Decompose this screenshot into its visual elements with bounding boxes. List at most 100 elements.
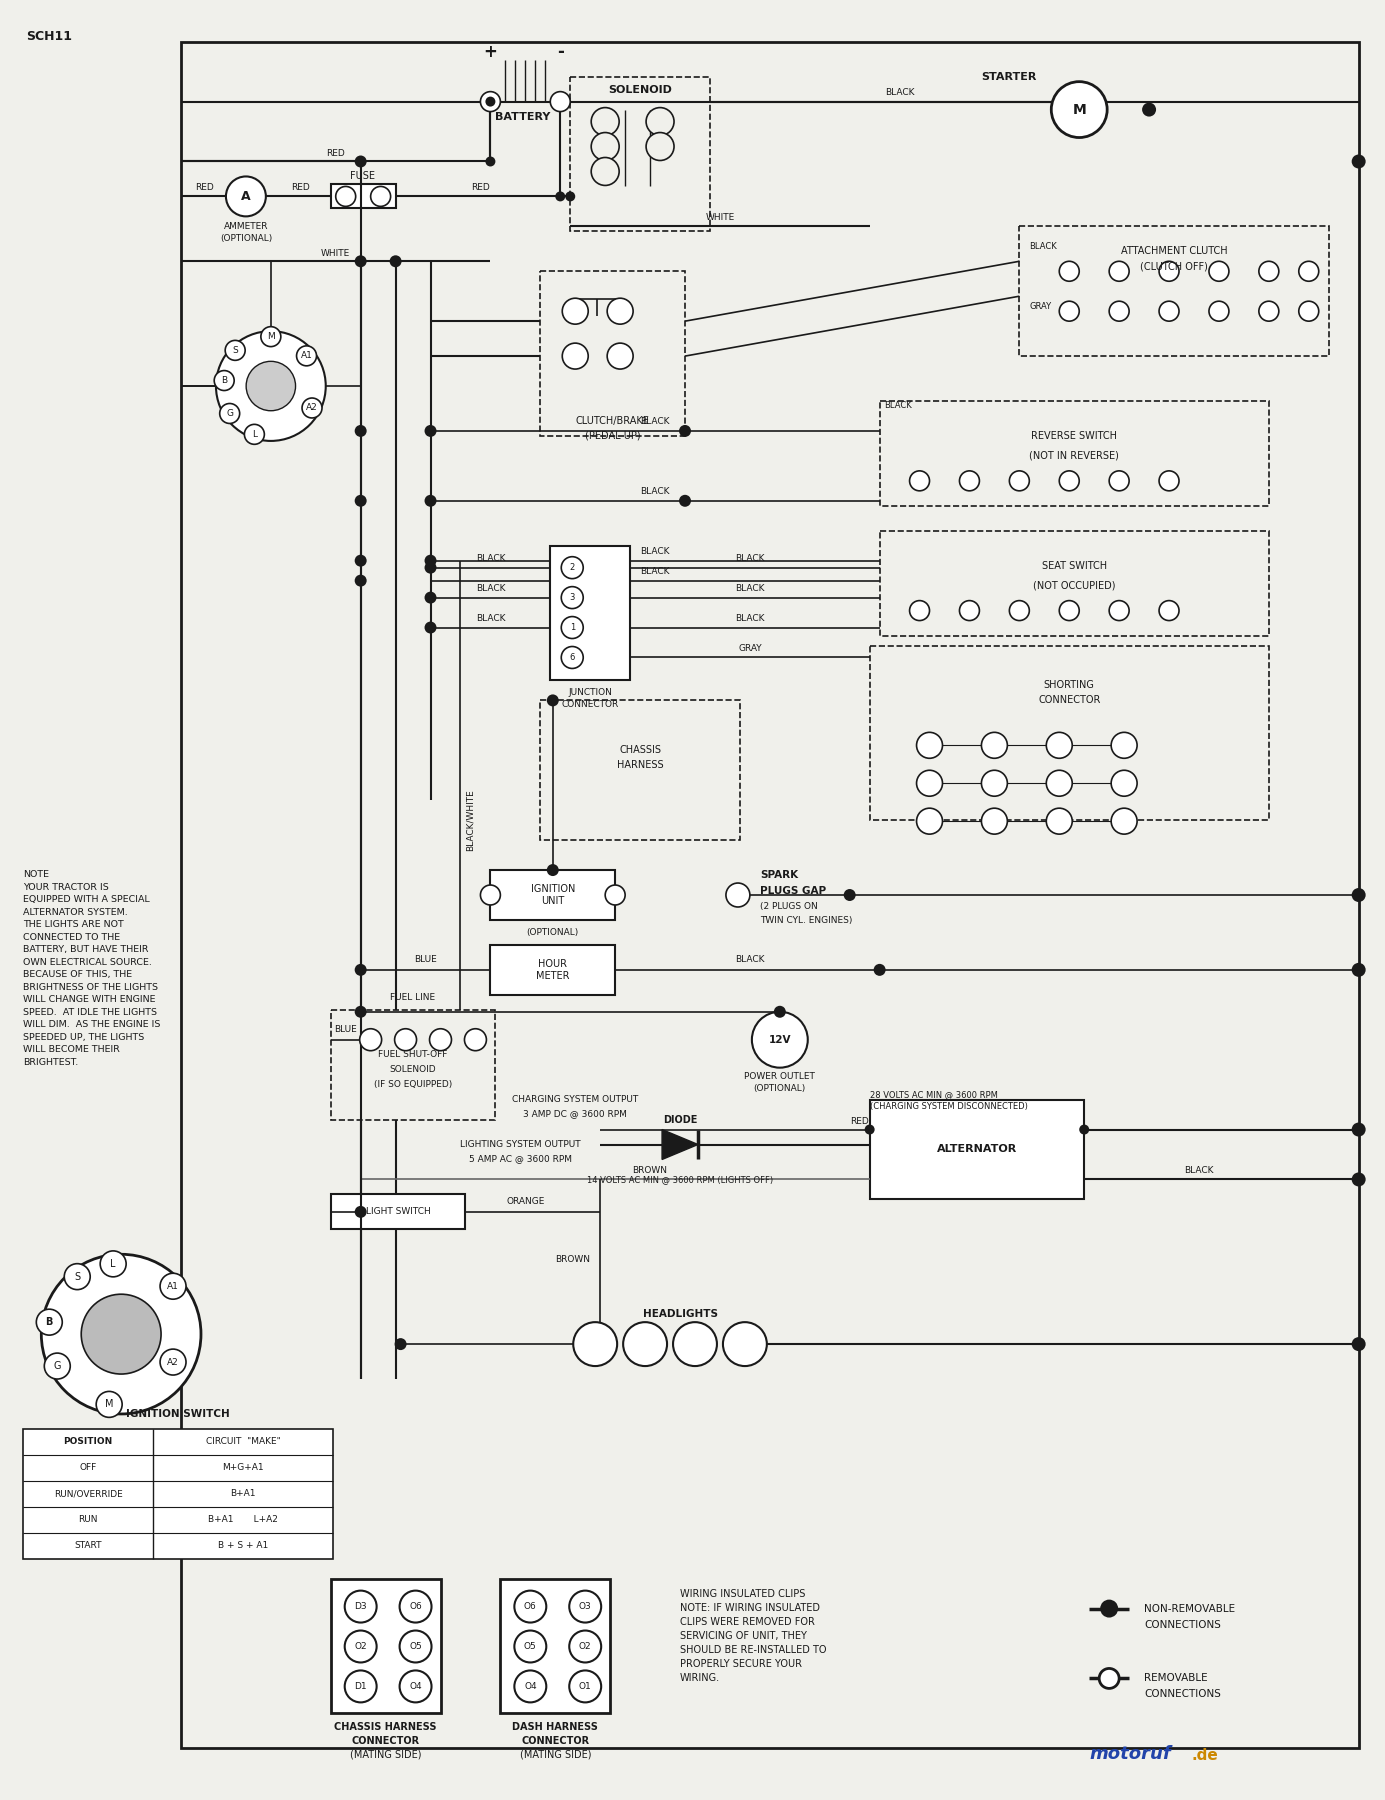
Text: O4: O4 (524, 1681, 536, 1690)
Circle shape (226, 340, 245, 360)
Text: M+G+A1: M+G+A1 (222, 1463, 263, 1472)
Text: O5: O5 (524, 1642, 537, 1651)
Circle shape (547, 864, 558, 877)
Text: CONNECTOR: CONNECTOR (352, 1737, 420, 1746)
Circle shape (645, 133, 674, 160)
Text: TWIN CYL. ENGINES): TWIN CYL. ENGINES) (760, 916, 852, 925)
Text: B: B (222, 376, 227, 385)
Text: BLACK: BLACK (885, 401, 913, 410)
Bar (331, 184, 396, 209)
Text: 6: 6 (569, 653, 575, 662)
Circle shape (371, 187, 391, 207)
Text: LIGHTING SYSTEM OUTPUT: LIGHTING SYSTEM OUTPUT (460, 1139, 580, 1148)
Text: (MATING SIDE): (MATING SIDE) (350, 1750, 421, 1759)
Circle shape (425, 621, 436, 634)
Text: POSITION: POSITION (64, 1438, 112, 1447)
Circle shape (960, 601, 979, 621)
Text: A2: A2 (306, 403, 319, 412)
Circle shape (723, 1323, 767, 1366)
Text: HOUR
METER: HOUR METER (536, 959, 569, 981)
Circle shape (514, 1631, 546, 1663)
Circle shape (726, 884, 749, 907)
Text: S: S (75, 1271, 80, 1282)
Circle shape (874, 963, 885, 976)
Text: BLACK: BLACK (735, 554, 765, 563)
Text: (NOT OCCUPIED): (NOT OCCUPIED) (1033, 581, 1115, 590)
Text: SHORTING: SHORTING (1044, 680, 1094, 691)
Circle shape (260, 326, 281, 347)
Text: CONNECTOR: CONNECTOR (1037, 695, 1101, 706)
Circle shape (514, 1591, 546, 1622)
Text: FUEL SHUT-OFF: FUEL SHUT-OFF (378, 1049, 447, 1058)
Text: POWER OUTLET: POWER OUTLET (744, 1073, 816, 1082)
Circle shape (623, 1323, 668, 1366)
Circle shape (1259, 261, 1278, 281)
Circle shape (42, 1255, 201, 1415)
Circle shape (64, 1264, 90, 1289)
Text: B: B (46, 1318, 53, 1327)
Circle shape (1209, 301, 1228, 320)
Circle shape (561, 556, 583, 578)
Circle shape (464, 1030, 486, 1051)
Text: BLACK: BLACK (735, 956, 765, 965)
Circle shape (774, 1006, 785, 1017)
Circle shape (752, 1012, 807, 1067)
Bar (870, 1100, 1084, 1199)
Bar (24, 1429, 332, 1559)
Circle shape (481, 92, 500, 112)
Circle shape (1352, 1337, 1366, 1352)
Text: BLACK: BLACK (735, 585, 765, 594)
Text: O4: O4 (409, 1681, 422, 1690)
Bar (331, 1010, 496, 1120)
Text: BLACK: BLACK (735, 614, 765, 623)
Text: B + S + A1: B + S + A1 (217, 1541, 269, 1550)
Text: +: + (483, 43, 497, 61)
Circle shape (1046, 770, 1072, 796)
Circle shape (355, 1006, 367, 1017)
Circle shape (355, 1206, 367, 1219)
Circle shape (345, 1631, 377, 1663)
Circle shape (400, 1631, 432, 1663)
Circle shape (910, 472, 929, 491)
Bar (490, 869, 615, 920)
Text: 3 AMP DC @ 3600 RPM: 3 AMP DC @ 3600 RPM (524, 1109, 627, 1118)
Circle shape (917, 733, 943, 758)
Circle shape (1111, 770, 1137, 796)
Bar (540, 700, 740, 841)
Circle shape (1010, 472, 1029, 491)
Text: STARTER: STARTER (982, 72, 1037, 81)
Text: D3: D3 (355, 1602, 367, 1611)
Circle shape (605, 886, 625, 905)
Circle shape (1299, 301, 1319, 320)
Text: (OPTIONAL): (OPTIONAL) (220, 234, 271, 243)
Circle shape (44, 1354, 71, 1379)
Circle shape (1060, 301, 1079, 320)
Circle shape (569, 1670, 601, 1703)
Circle shape (355, 574, 367, 587)
Text: BLACK: BLACK (475, 554, 506, 563)
Text: SOLENOID: SOLENOID (389, 1066, 436, 1075)
Bar (331, 1195, 465, 1229)
Circle shape (400, 1591, 432, 1622)
Text: NOTE
YOUR TRACTOR IS
EQUIPPED WITH A SPECIAL
ALTERNATOR SYSTEM.
THE LIGHTS ARE N: NOTE YOUR TRACTOR IS EQUIPPED WITH A SPE… (24, 869, 161, 1067)
Circle shape (296, 346, 317, 365)
Text: BROWN: BROWN (633, 1166, 668, 1175)
Text: NON-REMOVABLE: NON-REMOVABLE (1144, 1604, 1235, 1613)
Text: CONNECTOR: CONNECTOR (561, 700, 619, 709)
Circle shape (1209, 261, 1228, 281)
Text: RED: RED (471, 184, 490, 193)
Circle shape (425, 562, 436, 574)
Polygon shape (662, 1130, 698, 1159)
Circle shape (982, 770, 1007, 796)
Circle shape (1259, 301, 1278, 320)
Circle shape (514, 1670, 546, 1703)
Text: D1: D1 (355, 1681, 367, 1690)
Text: REMOVABLE: REMOVABLE (1144, 1674, 1208, 1683)
Circle shape (1109, 261, 1129, 281)
Text: BLACK: BLACK (475, 614, 506, 623)
Text: BROWN: BROWN (555, 1255, 590, 1264)
Text: 3: 3 (569, 594, 575, 603)
Circle shape (345, 1591, 377, 1622)
Bar (500, 1579, 611, 1714)
Circle shape (917, 808, 943, 833)
